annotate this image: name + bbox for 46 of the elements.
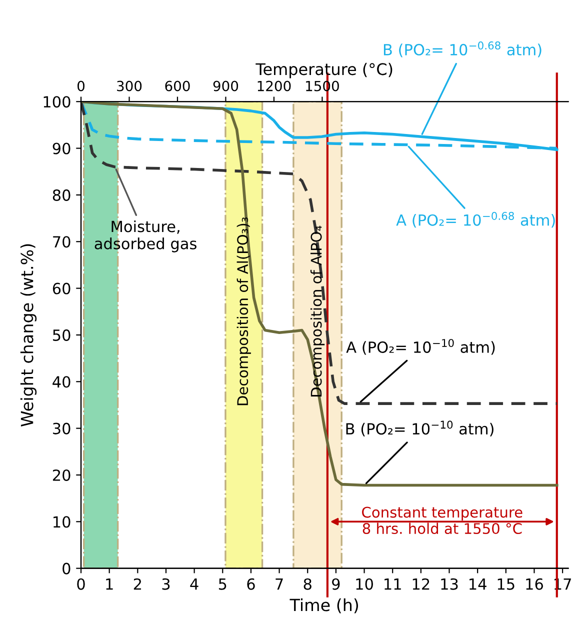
y-tick-label: 80 [52, 189, 70, 201]
x-tick-label: 12 [412, 578, 430, 590]
y-tick-label: 10 [54, 516, 70, 528]
x-tick-label: 7 [276, 578, 283, 590]
annotation: B (PO₂= 10$^{−0.68}$ atm) [384, 41, 542, 58]
annotation: Moisture, adsorbed gas [94, 220, 196, 252]
y-tick-label: 20 [52, 469, 70, 481]
y-tick-label: 90 [52, 142, 70, 154]
y-tick-label: 60 [52, 282, 70, 294]
y-tick-label: 30 [53, 422, 70, 434]
x-tick-label: 9 [332, 578, 340, 590]
x2-tick-label: 1200 [258, 80, 291, 92]
x-tick-label: 11 [384, 578, 401, 590]
annotation: B (PO₂= 10$^{−10}$ atm) [346, 420, 494, 436]
x-tick-label: 5 [218, 578, 226, 590]
band-label: Decomposition of AlPO₄ [310, 226, 325, 396]
x-tick-label: 0 [77, 578, 85, 590]
line-series [81, 102, 558, 405]
x-axis-title: Time (h) [290, 598, 358, 614]
y-tick-label: 70 [53, 236, 70, 248]
x-tick-label: 3 [162, 578, 170, 590]
x2-tick-label: 0 [78, 80, 84, 92]
y-tick-label: 40 [52, 376, 70, 388]
x-tick-label: 15 [498, 578, 514, 590]
x-tick-label: 10 [356, 578, 373, 590]
x2-tick-label: 900 [213, 80, 238, 92]
annotation: Constant temperature 8 hrs. hold at 1550 °C [362, 506, 522, 534]
x-tick-label: 13 [441, 578, 458, 590]
y-axis-title: Weight change (wt.%) [20, 244, 37, 427]
x2-tick-label: 600 [165, 80, 190, 92]
x-tick-label: 1 [106, 578, 113, 590]
x-tick-label: 16 [526, 578, 543, 590]
x-tick-label: 8 [304, 578, 312, 590]
x-tick-label: 6 [247, 578, 255, 590]
x-tick-label: 2 [134, 578, 141, 590]
line-series [81, 102, 558, 487]
x2-axis-title: Temperature (°C) [256, 62, 392, 78]
annotation: A (PO₂= 10$^{−0.68}$ atm) [396, 212, 555, 228]
x-tick-label: 14 [470, 578, 486, 590]
y-tick-label: 50 [53, 329, 70, 341]
x-tick-label: 4 [190, 578, 198, 590]
y-tick-label: 0 [62, 562, 70, 574]
y-tick-label: 100 [44, 96, 70, 108]
x2-tick-label: 300 [117, 80, 142, 92]
band-label: Decomposition of Al(PO₃)₃ [236, 217, 251, 406]
annotation: A (PO₂= 10$^{−10}$ atm) [346, 338, 495, 355]
